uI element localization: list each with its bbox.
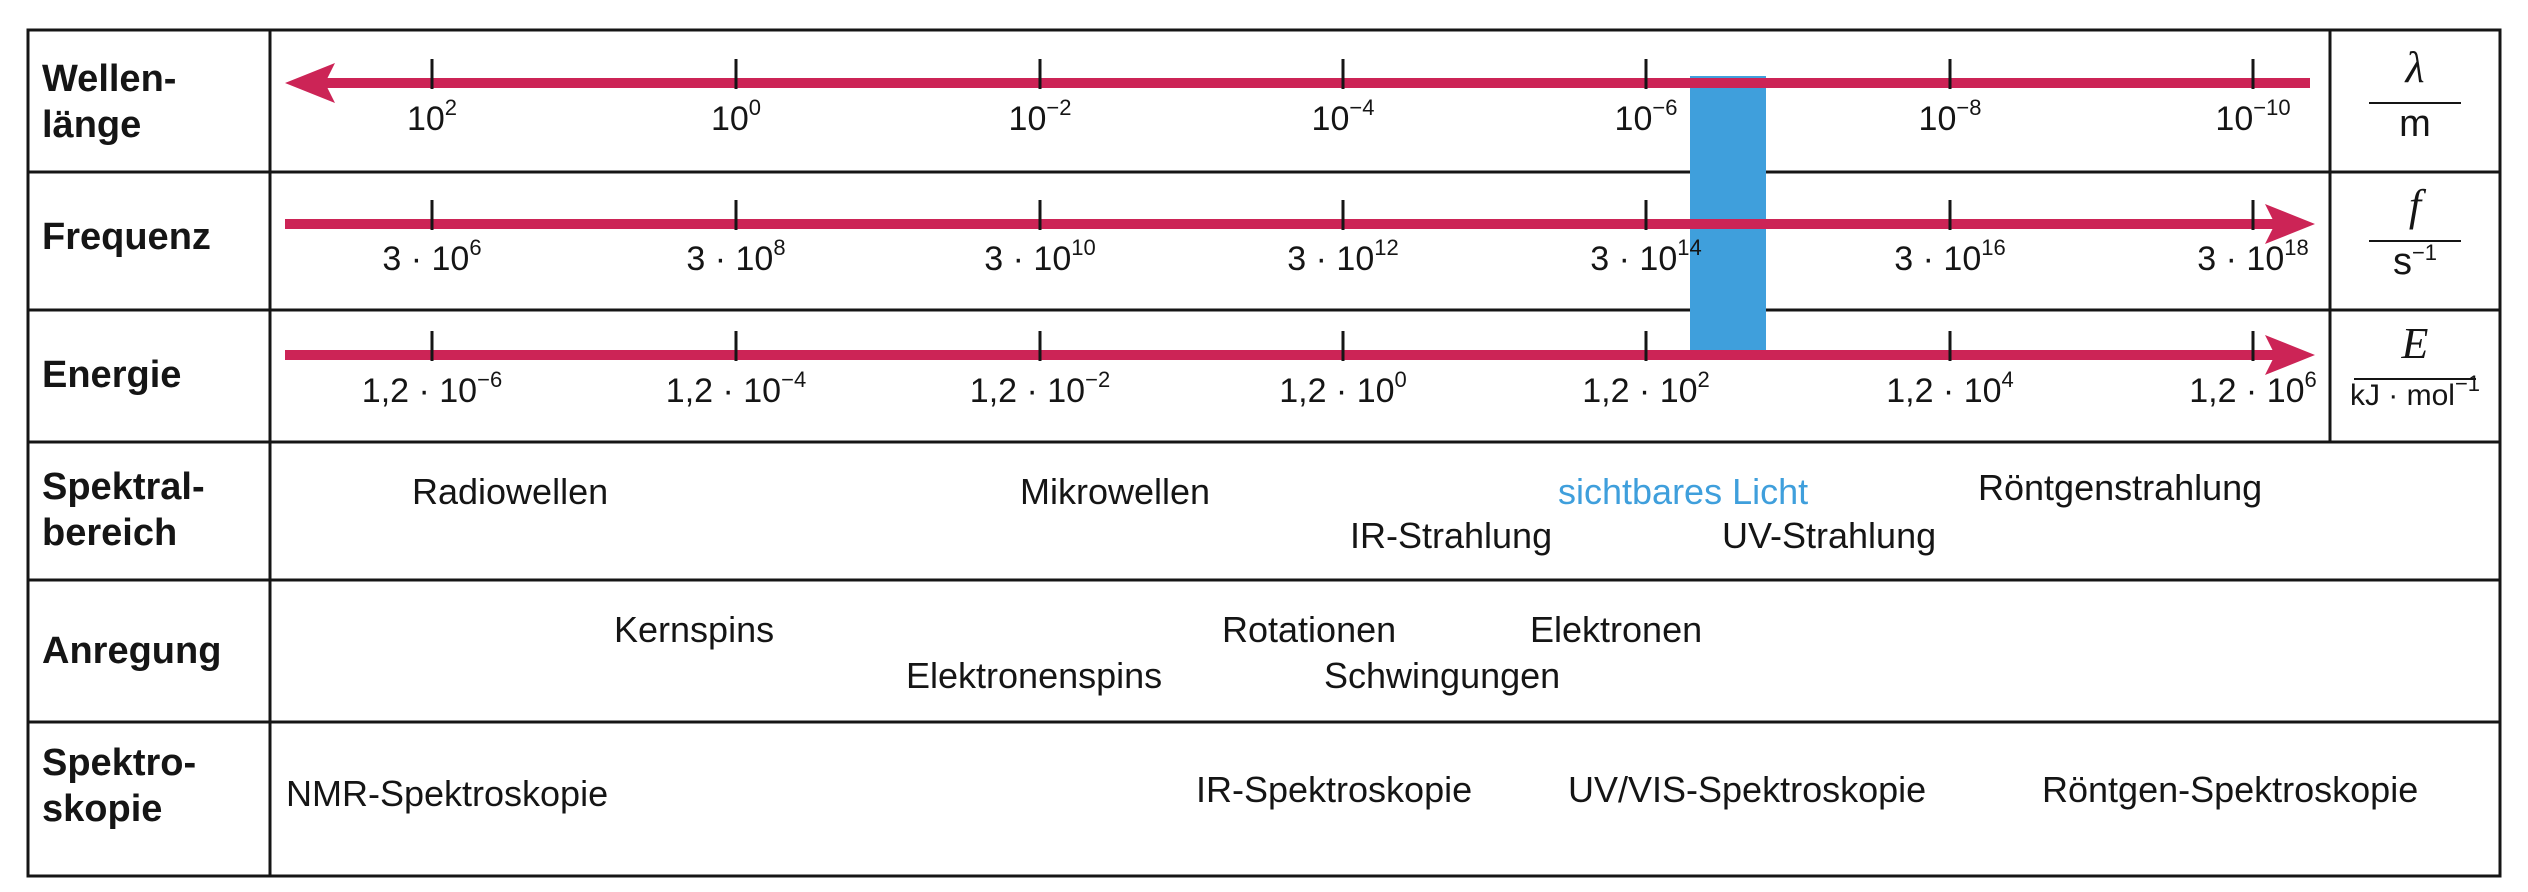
frequency-tick-label: 3 · 1012 — [1287, 235, 1399, 279]
wavelength-arrow — [285, 63, 2310, 103]
row-label-spectral-range: Spektral- bereich — [42, 466, 205, 554]
unit-wavelength: λ m — [2355, 42, 2475, 146]
energy-tick-label: 1,2 · 10−4 — [665, 367, 807, 411]
energy-tick-label: 1,2 · 104 — [1886, 367, 2014, 411]
range-infrared: IR-Strahlung — [1350, 515, 1553, 556]
excitation-electron-spins: Elektronenspins — [906, 655, 1163, 696]
row-label-energy: Energie — [42, 354, 182, 396]
energy-tick-label: 1,2 · 10−2 — [969, 367, 1111, 411]
row-label-wavelength: Wellen- länge — [42, 58, 177, 146]
frequency-tick-label: 3 · 1016 — [1894, 235, 2006, 279]
excitation-nuclear-spins: Kernspins — [614, 609, 775, 650]
energy-arrow — [285, 335, 2315, 375]
range-ultraviolet: UV-Strahlung — [1722, 515, 1937, 556]
row-label-spectroscopy: Spektro- skopie — [42, 742, 197, 830]
frequency-tick-label: 3 · 106 — [382, 235, 482, 279]
wavelength-tick-label: 10−6 — [1614, 95, 1678, 139]
range-microwaves: Mikrowellen — [1020, 471, 1211, 512]
frequency-tick-label: 3 · 1014 — [1590, 235, 1702, 279]
spectroscopy-uv-vis: UV/VIS-Spektroskopie — [1568, 769, 1927, 810]
frequency-tick-label: 3 · 1018 — [2197, 235, 2309, 279]
energy-tick-label: 1,2 · 10−6 — [361, 367, 503, 411]
energy-tick-label: 1,2 · 106 — [2189, 367, 2317, 411]
spectroscopy-xray: Röntgen-Spektroskopie — [2042, 769, 2419, 810]
range-xray: Röntgenstrahlung — [1978, 467, 2263, 508]
frequency-tick-label: 3 · 1010 — [984, 235, 1096, 279]
spectroscopy-nmr: NMR-Spektroskopie — [286, 773, 609, 814]
excitation-electrons: Elektronen — [1530, 609, 1703, 650]
frequency-arrow — [285, 204, 2315, 244]
visible-light-band — [1690, 76, 1766, 354]
frequency-tick-label: 3 · 108 — [686, 235, 786, 279]
table-border — [26, 28, 2502, 878]
excitation-rotations: Rotationen — [1222, 609, 1397, 650]
wavelength-tick-label: 10−10 — [2215, 95, 2291, 139]
unit-frequency: f s−1 — [2355, 180, 2475, 284]
wavelength-tick-label: 100 — [710, 95, 762, 139]
row-label-excitation: Anregung — [42, 630, 222, 672]
wavelength-tick-label: 10−2 — [1008, 95, 1072, 139]
energy-tick-label: 1,2 · 100 — [1279, 367, 1407, 411]
excitation-vibrations: Schwingungen — [1324, 655, 1561, 696]
tick-marks — [430, 59, 2255, 361]
range-radio-waves: Radiowellen — [412, 471, 609, 512]
range-visible-light: sichtbares Licht — [1558, 471, 1809, 512]
unit-energy: E kJ · mol−1 — [2349, 319, 2481, 412]
wavelength-tick-label: 10−8 — [1918, 95, 1982, 139]
spectroscopy-ir: IR-Spektroskopie — [1196, 769, 1473, 810]
energy-tick-label: 1,2 · 102 — [1582, 367, 1710, 411]
wavelength-tick-label: 10−4 — [1311, 95, 1375, 139]
wavelength-tick-label: 102 — [406, 95, 458, 139]
row-label-frequency: Frequenz — [42, 216, 211, 258]
